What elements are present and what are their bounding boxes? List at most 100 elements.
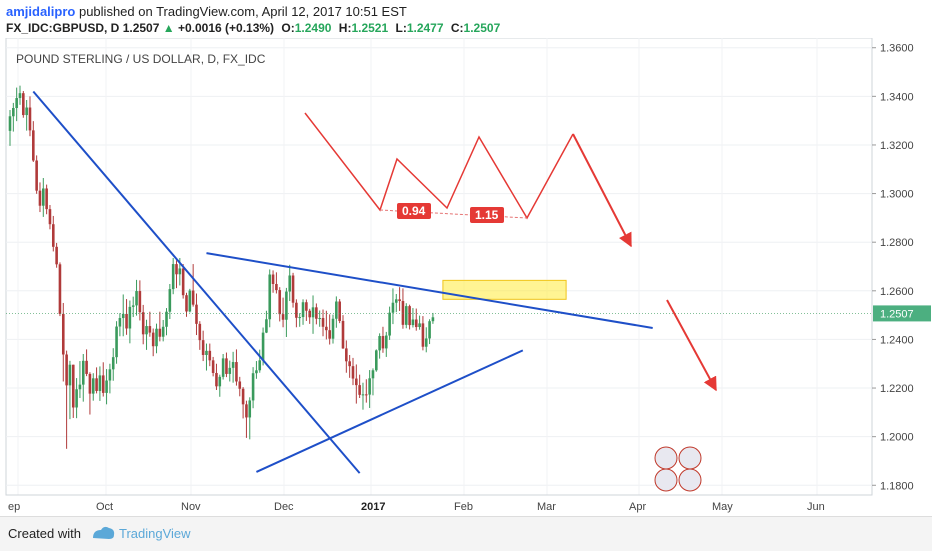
candle-body [111,357,115,370]
last-price-badge [873,305,931,322]
candle-body [8,116,12,131]
open-value: 1.2490 [294,21,332,35]
candle-body [308,310,311,318]
x-tick-label: Oct [96,501,113,513]
candle-body [305,302,308,311]
close-label: C: [450,21,464,35]
y-tick-label: 1.2400 [880,334,914,346]
uk-flag-icon[interactable] [678,468,702,492]
candle-body [391,302,395,313]
candle-body [35,160,38,191]
candle-body [85,360,88,374]
candle-body [211,360,215,373]
chart-header: amjidalipro published on TradingView.com… [0,0,932,38]
author-link[interactable]: amjidalipro [6,4,76,19]
candle-body [411,319,415,326]
drawings: 0.94 1.15 [32,90,717,474]
candle-body [258,360,262,371]
candle-body [51,224,55,247]
candle-body [381,336,385,349]
plot-area[interactable] [5,38,873,496]
candle-body [378,336,381,351]
candle-body [341,320,345,349]
price-change: +0.0016 (+0.13%) [177,21,275,35]
candle-body [315,307,318,319]
candle-body [205,350,208,355]
x-tick-label: Dec [274,501,294,513]
resistance-zone [442,279,567,300]
candle-body [345,348,348,362]
price-chart[interactable]: POUND STERLING / US DOLLAR, D, FX_IDC 0.… [0,38,932,516]
tradingview-brand-link[interactable]: TradingView [119,526,191,541]
candle-body [108,369,112,381]
candle-body [361,394,365,396]
candle-body [191,290,195,305]
candle-body [158,328,162,337]
event-flags[interactable] [654,446,702,492]
candle-body [188,290,192,312]
x-tick-label: Apr [629,501,646,513]
us-flag-icon[interactable] [654,446,678,470]
candle-body [155,328,158,347]
candle-body [325,326,328,331]
candle-body [384,335,388,349]
candle-body [228,367,232,374]
candle-body [15,98,18,109]
candle-body [271,274,275,285]
x-tick-label: ep [8,501,20,513]
trendline [32,90,361,474]
candle-body [178,268,182,275]
candle-body [404,306,408,325]
candle-body [75,389,78,408]
price-axis[interactable]: 1.3600 1.3400 1.3200 1.3000 1.2800 1.2600 1.24… [872,43,931,493]
candle-body [101,375,105,393]
ratio-label: 1.15 [475,208,499,222]
candle-body [165,311,168,327]
candle-body [81,360,85,385]
candle-body [268,274,272,320]
published-text: published on TradingView.com, April 12, … [75,4,407,19]
time-axis[interactable]: ep Oct Nov Dec 2017 Feb Mar Apr May Jun [6,494,872,513]
candle-body [48,209,52,225]
ratio-label: 0.94 [402,204,426,218]
candle-body [311,307,315,318]
candle-body [321,318,325,327]
candle-body [401,301,405,325]
tradingview-logo-icon [93,526,115,539]
candle-body [135,291,138,306]
candle-body [255,370,258,374]
candle-body [71,364,75,408]
ohlc-legend: FX_IDC:GBPUSD, D 1.2507 ▲ +0.0016 (+0.13… [6,21,500,35]
high-value: 1.2521 [351,21,389,35]
candle-body [388,312,391,336]
candle-body [251,373,255,401]
candle-body [331,318,335,339]
candle-body [91,378,95,394]
candle-body [231,362,235,368]
candle-body [61,313,65,355]
symbol-label[interactable]: FX_IDC:GBPUSD, D [6,21,120,35]
candle-body [371,370,375,379]
candle-body [38,190,42,206]
us-flag-icon[interactable] [654,468,678,492]
created-with-text: Created with [8,526,81,541]
candle-body [225,358,228,374]
ratio-label-box [470,207,504,223]
candle-body [95,378,98,391]
y-tick-label: 1.2000 [880,432,914,444]
uk-flag-icon[interactable] [678,446,702,470]
candle-body [248,400,252,418]
candle-body [68,364,72,386]
x-tick-label: Mar [537,501,556,513]
candle-body [215,372,218,387]
candle-body [291,275,295,303]
candle-body [98,375,102,391]
candle-body [318,318,321,320]
candle-body [261,332,265,361]
candle-body [151,332,155,347]
candle-body [58,264,62,314]
candle-body [208,350,212,361]
candle-body [28,107,32,131]
candle-body [175,264,178,275]
candle-body [148,326,152,333]
